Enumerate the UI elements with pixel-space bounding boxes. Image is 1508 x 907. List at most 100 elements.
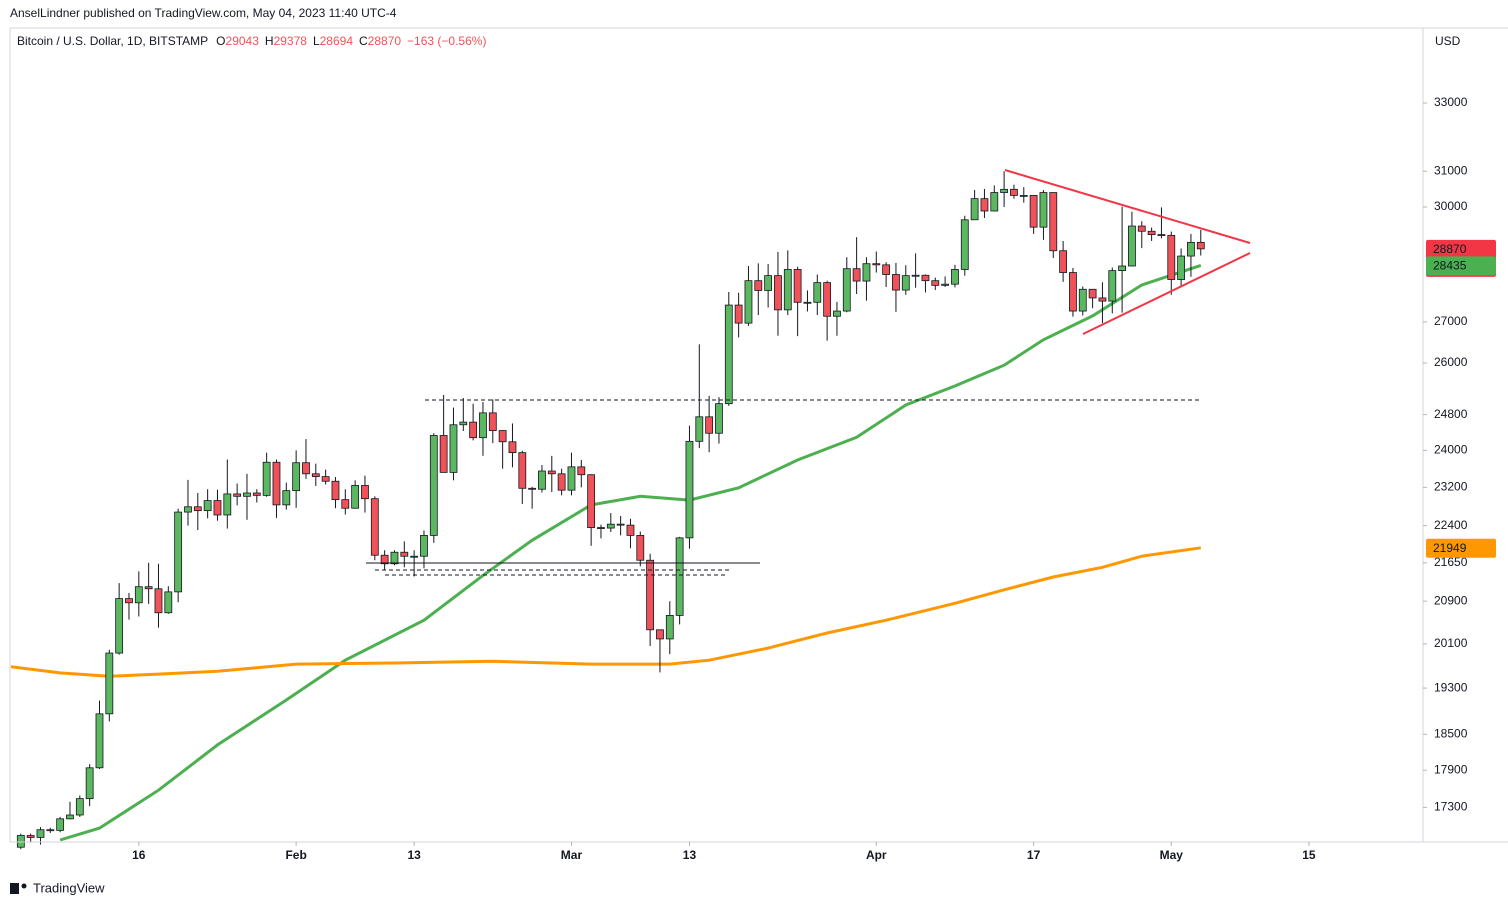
moving-average bbox=[59, 263, 1202, 842]
candle-body bbox=[990, 192, 999, 212]
candle-body bbox=[803, 301, 812, 304]
candle-body bbox=[203, 500, 212, 512]
drawings bbox=[366, 169, 1251, 576]
candle-body bbox=[1177, 255, 1186, 280]
candle-body bbox=[1000, 188, 1009, 193]
x-tick-label: 13 bbox=[407, 848, 421, 862]
symbol: Bitcoin / U.S. Dollar, 1D, BITSTAMP bbox=[17, 34, 208, 48]
candle-body bbox=[960, 219, 969, 270]
candle-body bbox=[587, 474, 596, 528]
candle-body bbox=[1019, 195, 1028, 197]
price-tag bbox=[1426, 256, 1496, 276]
candle-body bbox=[272, 461, 281, 506]
candle-body bbox=[282, 490, 291, 506]
candle-body bbox=[567, 466, 576, 491]
candle-body bbox=[783, 269, 792, 311]
candle-body bbox=[931, 280, 940, 286]
plot-area bbox=[10, 171, 1205, 850]
candle-body bbox=[292, 462, 301, 492]
candle-body bbox=[105, 652, 114, 715]
candle-body bbox=[410, 555, 419, 558]
candle-body bbox=[16, 835, 25, 848]
candle-body bbox=[262, 461, 271, 496]
candle-body bbox=[1167, 234, 1176, 280]
symbol-legend: Bitcoin / U.S. Dollar, 1D, BITSTAMP O2904… bbox=[17, 34, 486, 48]
candle-body bbox=[921, 274, 930, 282]
candle-body bbox=[705, 416, 714, 434]
candle-body bbox=[1078, 288, 1087, 312]
candle-body bbox=[1059, 250, 1068, 273]
candle-body bbox=[616, 523, 625, 526]
candle-body bbox=[695, 416, 704, 442]
candle-body bbox=[980, 198, 989, 212]
candle-body bbox=[459, 421, 468, 426]
change: −163 (−0.56%) bbox=[407, 34, 486, 48]
y-tick-label: 17900 bbox=[1434, 762, 1468, 776]
candle-body bbox=[321, 476, 330, 482]
candle-body bbox=[252, 492, 261, 496]
candle-body bbox=[636, 535, 645, 561]
candle-body bbox=[331, 480, 340, 501]
candle-body bbox=[390, 551, 399, 565]
candle-body bbox=[1118, 265, 1127, 272]
candle-body bbox=[1010, 188, 1018, 196]
candle-body bbox=[46, 829, 55, 832]
candle-body bbox=[892, 274, 900, 291]
price-tag bbox=[1426, 538, 1496, 558]
moving-average bbox=[10, 546, 1202, 678]
ohlc-key: C bbox=[359, 34, 368, 48]
candle-body bbox=[744, 280, 753, 324]
candle-body bbox=[882, 264, 891, 275]
candle-body bbox=[1137, 225, 1146, 232]
candle-body bbox=[1147, 230, 1156, 236]
candle-body bbox=[852, 268, 861, 282]
candle-body bbox=[95, 713, 104, 769]
logo: TradingView bbox=[10, 880, 105, 895]
candle-body bbox=[302, 462, 310, 475]
candle-body bbox=[36, 829, 45, 838]
candle-body bbox=[1108, 270, 1117, 302]
header: AnselLindner published on TradingView.co… bbox=[10, 6, 397, 20]
ohlc-value: 29378 bbox=[274, 34, 308, 48]
candle-body bbox=[911, 274, 920, 277]
candle-body bbox=[223, 493, 232, 516]
candle-body bbox=[1088, 288, 1097, 299]
candle-body bbox=[164, 591, 173, 614]
candle-body bbox=[508, 441, 517, 454]
candle-body bbox=[439, 435, 448, 473]
candle-body bbox=[626, 524, 635, 536]
candle-body bbox=[901, 275, 910, 291]
candle-body bbox=[842, 268, 851, 312]
candle-body bbox=[577, 466, 586, 476]
y-tick-label: 18500 bbox=[1434, 726, 1468, 740]
y-tick-label: 21650 bbox=[1434, 555, 1468, 569]
candle-body bbox=[665, 615, 674, 640]
candle-body bbox=[400, 551, 409, 557]
candle-body bbox=[213, 500, 222, 516]
price-tag-label: 28435 bbox=[1433, 259, 1467, 273]
x-tick-label: May bbox=[1160, 848, 1184, 862]
candle-body bbox=[370, 498, 379, 556]
candle-body bbox=[970, 198, 979, 221]
candle-body bbox=[715, 403, 723, 434]
candle-body bbox=[1039, 192, 1048, 228]
candle-body bbox=[125, 598, 133, 604]
candle-body bbox=[154, 588, 163, 614]
candle-body bbox=[115, 598, 124, 654]
ohlc-key: O bbox=[216, 34, 225, 48]
candle-body bbox=[606, 523, 615, 529]
price-tag-label: 28870 bbox=[1433, 242, 1467, 256]
candle-body bbox=[351, 485, 360, 509]
x-tick-label: 16 bbox=[132, 848, 146, 862]
y-tick-label: 31000 bbox=[1434, 163, 1468, 177]
y-tick-label: 33000 bbox=[1434, 95, 1468, 109]
price-tag-label: 21949 bbox=[1433, 541, 1467, 555]
y-tick-label: 24800 bbox=[1434, 407, 1468, 421]
candle-body bbox=[528, 487, 537, 490]
y-tick-label: 26000 bbox=[1434, 355, 1468, 369]
candle-body bbox=[754, 280, 763, 291]
candle-body bbox=[793, 269, 802, 303]
candle-body bbox=[833, 310, 841, 317]
x-tick-label: Feb bbox=[285, 848, 306, 862]
